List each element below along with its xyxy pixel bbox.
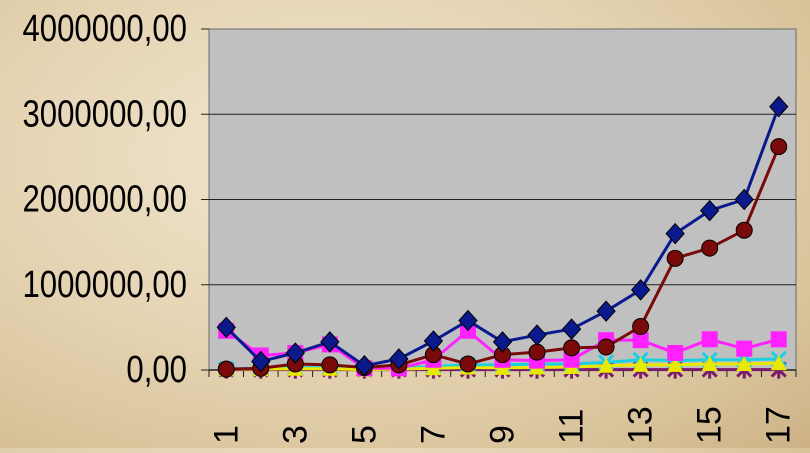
circle-marker	[701, 239, 719, 257]
circle-marker	[563, 339, 581, 357]
circle-marker	[528, 343, 546, 361]
diamond-marker	[492, 331, 513, 353]
circle-marker	[666, 249, 684, 267]
x-tick-label: 5	[345, 425, 383, 444]
x-tick-label: 9	[484, 425, 522, 444]
y-tick-label: 4000000,00	[22, 8, 187, 50]
diamond-marker	[320, 331, 340, 353]
square-marker	[632, 332, 649, 349]
y-axis-tick-labels: 0,00 1000000,00 2000000,00 3000000,00 400000…	[22, 8, 187, 391]
square-marker	[563, 351, 580, 368]
x-tick-label: 3	[276, 425, 314, 444]
diamond-marker	[561, 318, 582, 340]
square-marker	[770, 331, 787, 348]
x-tick-label: 15	[691, 406, 729, 444]
diamond-marker	[216, 316, 236, 339]
diamond-marker	[423, 330, 444, 352]
y-tick-label: 3000000,00	[22, 93, 187, 135]
x-tick-label: 1	[207, 425, 245, 444]
diamond-marker	[700, 199, 720, 222]
x-axis-tick-labels: 1 3 5 7 9 11 13 15 17	[207, 406, 797, 444]
square-marker	[667, 344, 684, 361]
square-marker	[736, 340, 753, 357]
diamond-marker	[665, 222, 685, 245]
diamond-marker	[596, 300, 616, 322]
triangle-marker	[770, 355, 787, 371]
diamond-marker	[285, 342, 305, 364]
circle-marker	[735, 221, 753, 239]
diamond-marker	[630, 279, 651, 301]
diamond-marker	[734, 188, 754, 211]
circle-marker	[770, 138, 788, 156]
x-tick-label: 13	[622, 406, 660, 444]
y-tick-label: 1000000,00	[22, 264, 187, 306]
series-group	[216, 95, 789, 379]
diamond-marker	[389, 348, 409, 370]
x-tick-label: 7	[414, 425, 452, 444]
circle-marker	[632, 318, 650, 336]
circle-marker	[459, 355, 477, 373]
square-marker	[701, 331, 718, 348]
x-tick-label: 11	[553, 409, 591, 444]
circle-marker	[217, 360, 235, 378]
triangle-marker	[701, 356, 718, 372]
triangle-marker	[632, 356, 649, 372]
x-tick-label: 17	[760, 406, 798, 444]
triangle-marker	[425, 360, 442, 376]
circle-marker	[597, 338, 615, 356]
diamond-marker	[251, 350, 271, 373]
circle-marker	[321, 356, 339, 374]
triangle-marker	[598, 357, 615, 373]
diamond-marker	[458, 309, 478, 332]
triangle-marker	[667, 356, 684, 372]
diamond-marker	[769, 95, 789, 118]
diamond-marker	[527, 324, 547, 346]
triangle-marker	[736, 356, 753, 372]
series-diamond	[216, 95, 789, 377]
y-tick-label: 2000000,00	[22, 179, 187, 221]
y-tick-label: 0,00	[126, 349, 187, 391]
diamond-marker	[354, 354, 375, 377]
